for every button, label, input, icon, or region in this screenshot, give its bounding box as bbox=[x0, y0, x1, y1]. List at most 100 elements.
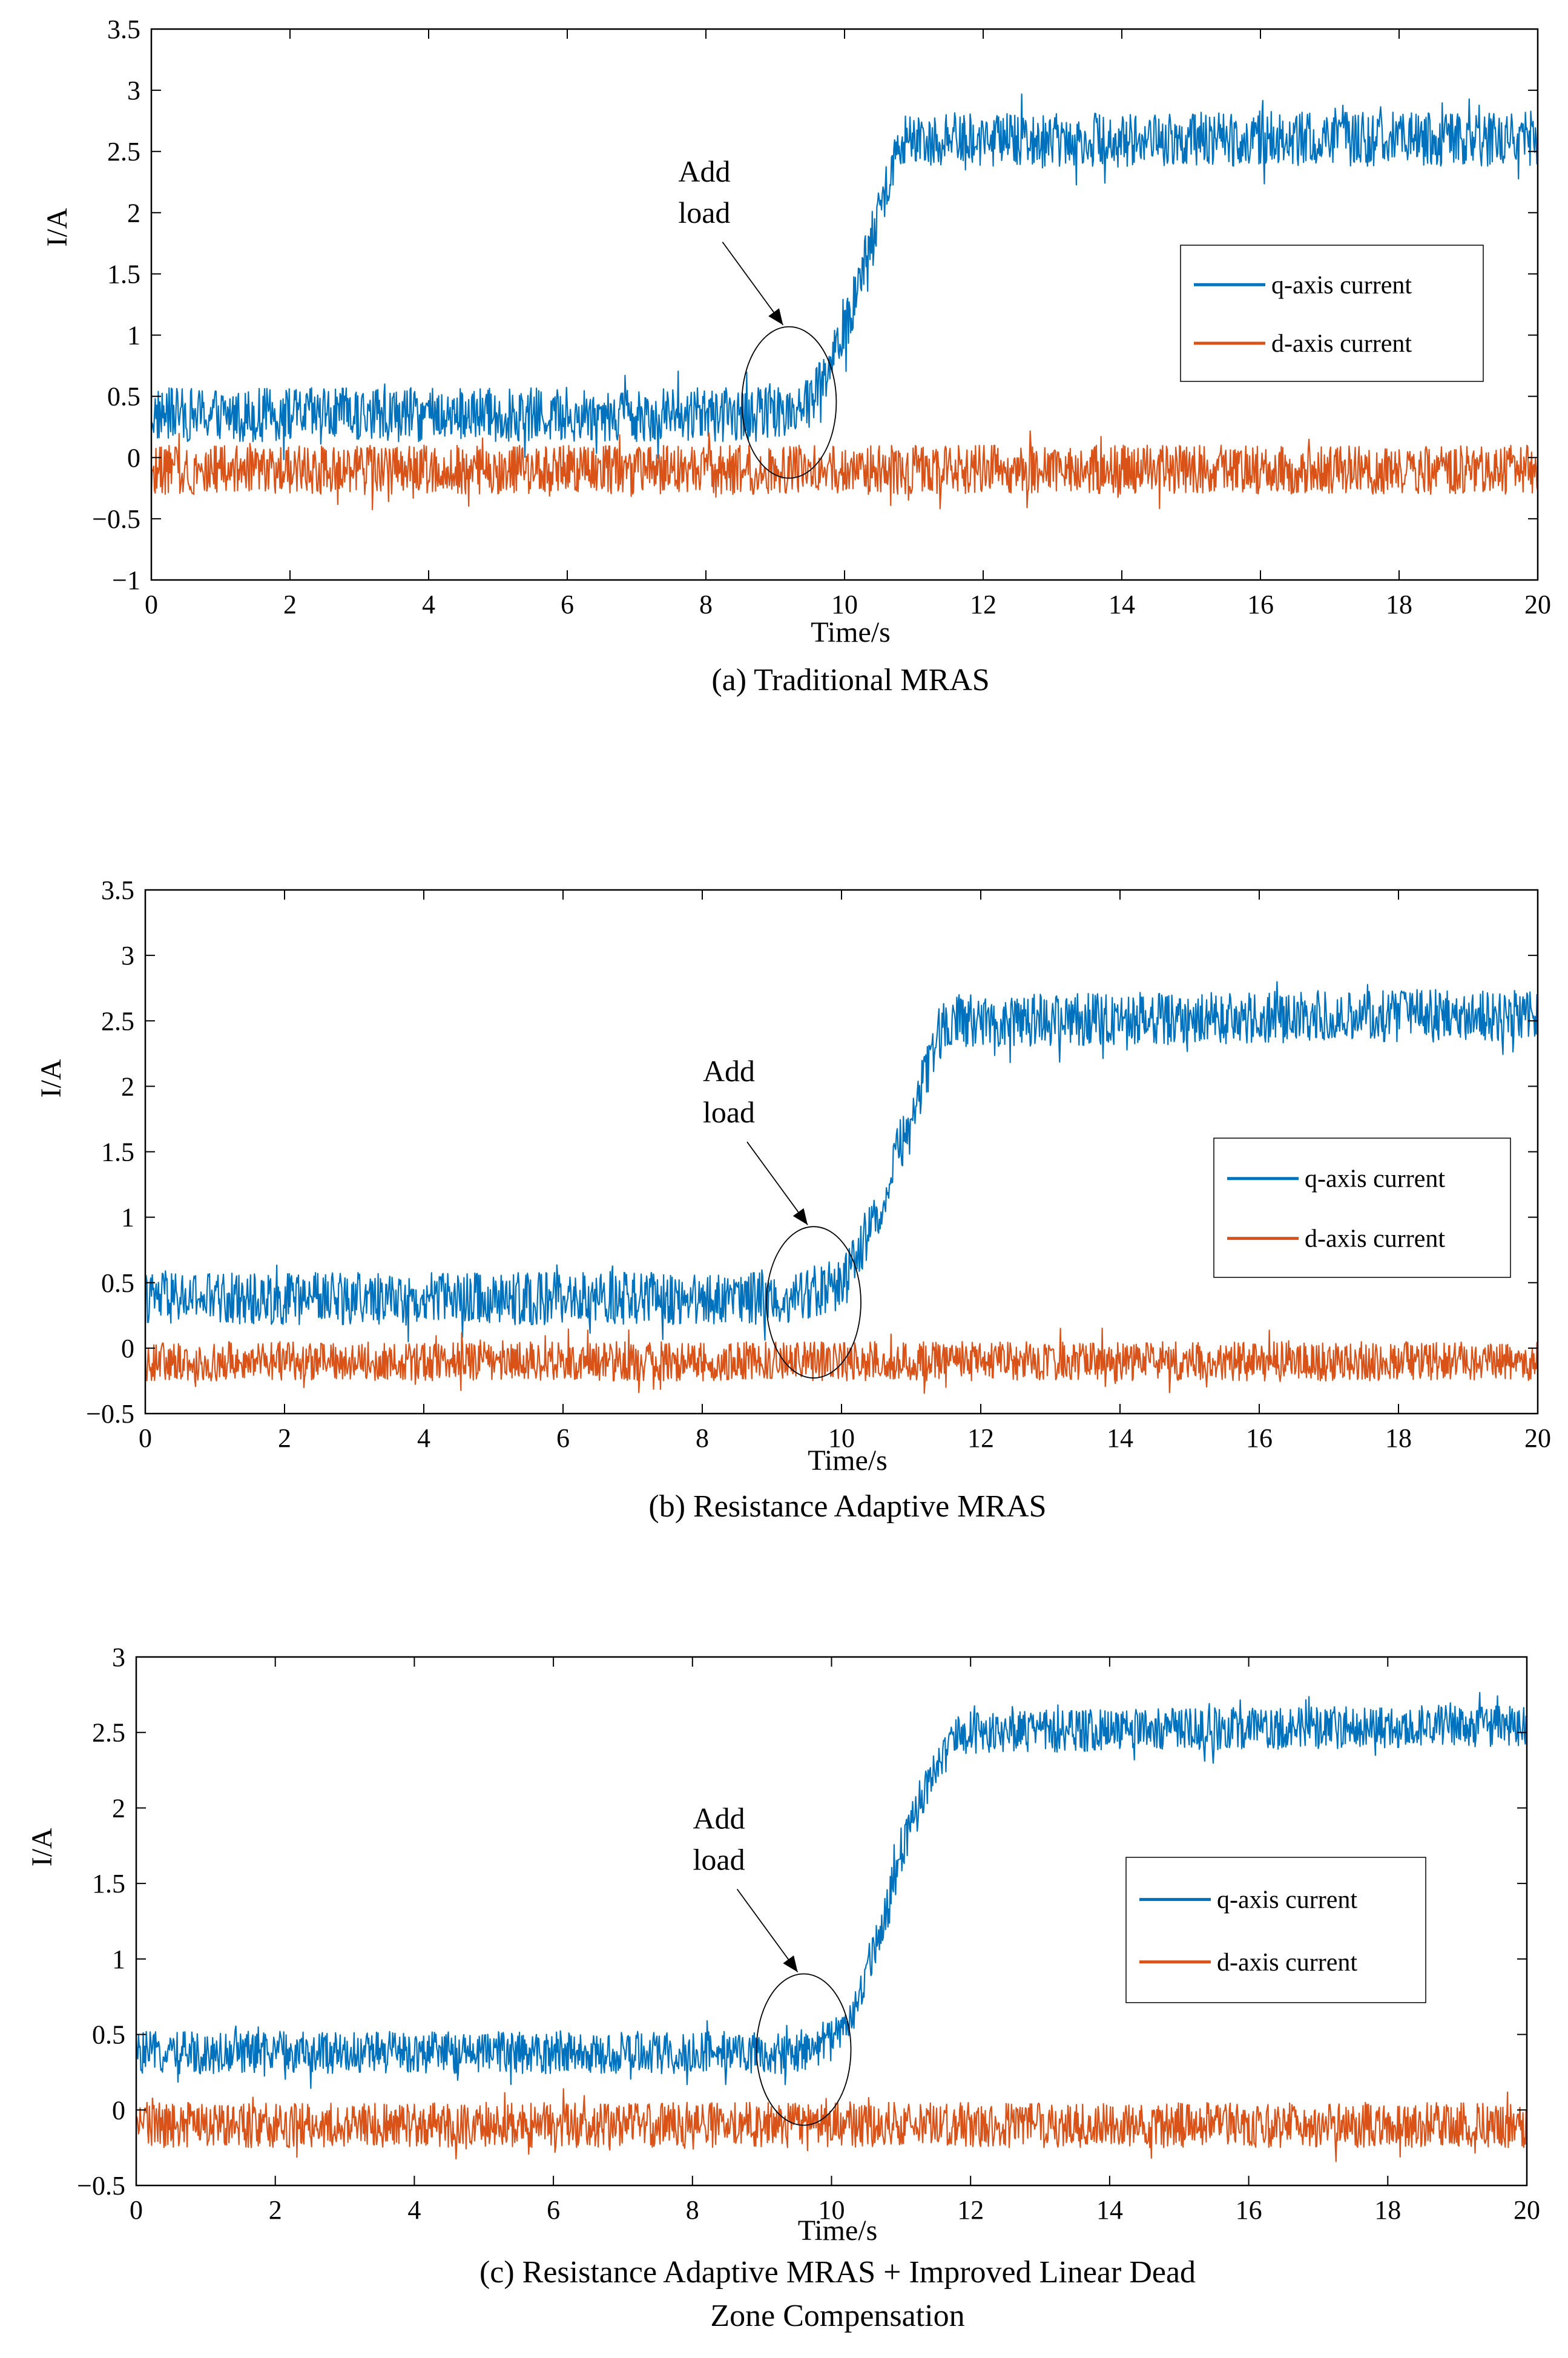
annotation-arrowhead-b bbox=[792, 1208, 808, 1225]
xlabel-b: Time/s bbox=[808, 1444, 888, 1477]
series-q-axis-line-c bbox=[136, 1691, 1527, 2089]
y-tick-label: 3.5 bbox=[101, 875, 134, 905]
legend-q-axis-b: q-axis current bbox=[1305, 1165, 1445, 1193]
x-tick-label: 16 bbox=[1246, 1423, 1273, 1453]
annotation-arrow-b bbox=[746, 1141, 808, 1225]
y-tick-label: 2.5 bbox=[101, 1006, 134, 1036]
x-tick-label: 16 bbox=[1236, 2195, 1262, 2225]
axes-box-c bbox=[135, 1656, 1528, 2187]
x-tick-label: 2 bbox=[283, 590, 297, 619]
y-tick-label: 1 bbox=[121, 1203, 134, 1233]
legend-c: q-axis current d-axis current bbox=[1125, 1857, 1426, 2003]
y-tick-label: 3 bbox=[121, 941, 134, 970]
x-tick-label: 18 bbox=[1385, 1423, 1412, 1453]
y-tick-label: 3 bbox=[112, 1642, 125, 1672]
legend-a: q-axis current d-axis current bbox=[1180, 245, 1484, 382]
x-tick-label: 10 bbox=[828, 1423, 855, 1453]
y-tick-label: 3 bbox=[127, 76, 140, 105]
x-tick-label: 0 bbox=[139, 1423, 152, 1453]
ylabel-b: I/A bbox=[35, 1059, 67, 1098]
y-tick-label: −1 bbox=[112, 565, 140, 595]
x-tick-label: 2 bbox=[278, 1423, 291, 1453]
y-tick-label: 2 bbox=[127, 198, 140, 228]
x-tick-label: 8 bbox=[686, 2195, 699, 2225]
xlabel-c: Time/s bbox=[798, 2215, 878, 2247]
annotation-ellipse-a bbox=[741, 326, 837, 479]
x-tick-label: 6 bbox=[556, 1423, 570, 1453]
annotation-b: Add load bbox=[703, 1054, 861, 1379]
caption-a: (a) Traditional MRAS bbox=[711, 663, 989, 697]
x-tick-label: 6 bbox=[561, 590, 574, 619]
x-tick-label: 10 bbox=[831, 590, 858, 619]
annotation-arrow-a bbox=[722, 242, 784, 326]
y-tick-label: 0 bbox=[127, 443, 140, 473]
annotation-a: Add load bbox=[678, 154, 837, 479]
annotation-ellipse-c bbox=[756, 1973, 852, 2126]
x-tick-label: 8 bbox=[699, 590, 713, 619]
y-tick-label: −0.5 bbox=[92, 504, 140, 534]
x-tick-label: 6 bbox=[547, 2195, 560, 2225]
series-q-axis-line-a bbox=[151, 93, 1538, 461]
annotation-text-b-1: Add bbox=[703, 1054, 755, 1088]
x-tick-label: 14 bbox=[1096, 2195, 1123, 2225]
panel-b: 0 2 4 6 8 10 12 14 16 18 20−0.500.511.522.533.5 I/… bbox=[35, 875, 1551, 1524]
x-tick-label: 0 bbox=[145, 590, 158, 619]
axes-box-a bbox=[150, 28, 1539, 581]
y-tick-label: 2.5 bbox=[92, 1718, 125, 1748]
annotation-text-c-2: load bbox=[693, 1843, 745, 1877]
xlabel-a: Time/s bbox=[811, 616, 891, 648]
legend-d-axis-c: d-axis current bbox=[1217, 1949, 1357, 1977]
annotation-ellipse-b bbox=[766, 1226, 861, 1379]
legend-b: q-axis current d-axis current bbox=[1213, 1138, 1511, 1278]
legend-d-axis-a: d-axis current bbox=[1271, 330, 1412, 358]
x-tick-label: 4 bbox=[422, 590, 435, 619]
annotation-arrowhead-a bbox=[768, 308, 783, 325]
x-tick-label: 0 bbox=[130, 2195, 143, 2225]
y-tick-label: 0.5 bbox=[92, 2020, 125, 2050]
x-tick-label: 4 bbox=[417, 1423, 430, 1453]
annotation-arrowhead-c bbox=[783, 1955, 798, 1972]
x-tick-label: 20 bbox=[1524, 1423, 1551, 1453]
legend-q-axis-a: q-axis current bbox=[1271, 271, 1412, 299]
y-tick-label: 1.5 bbox=[107, 259, 140, 289]
x-tick-label: 12 bbox=[967, 1423, 994, 1453]
y-tick-label: 2 bbox=[121, 1072, 134, 1101]
annotation-text-a-1: Add bbox=[678, 154, 730, 188]
caption-c-line2: Zone Compensation bbox=[710, 2299, 964, 2333]
panel-c: 0 2 4 6 8 10 12 14 16 18 20−0.500.511.522.53 I/A T… bbox=[26, 1642, 1540, 2333]
y-tick-label: 1 bbox=[127, 321, 140, 351]
series-d-axis-line-b bbox=[145, 1328, 1538, 1394]
series-d-axis-line-c bbox=[136, 2088, 1527, 2162]
y-tick-label: −0.5 bbox=[86, 1399, 134, 1429]
annotation-arrow-c bbox=[736, 1888, 799, 1973]
ylabel-c: I/A bbox=[26, 1828, 58, 1866]
annotation-text-a-2: load bbox=[678, 196, 730, 229]
caption-b: (b) Resistance Adaptive MRAS bbox=[648, 1489, 1046, 1524]
y-tick-label: 2.5 bbox=[107, 137, 140, 166]
x-tick-label: 12 bbox=[957, 2195, 984, 2225]
panel-a: 0 2 4 6 8 10 12 14 16 18 20−1−0.500.511.522.533.5 … bbox=[41, 15, 1551, 697]
y-tick-label: 2 bbox=[112, 1793, 125, 1823]
x-tick-label: 4 bbox=[407, 2195, 421, 2225]
annotation-text-c-1: Add bbox=[693, 1802, 745, 1836]
y-tick-label: −0.5 bbox=[77, 2171, 125, 2201]
x-tick-label: 20 bbox=[1524, 590, 1551, 619]
axes-box-b bbox=[144, 889, 1539, 1415]
ylabel-a: I/A bbox=[41, 208, 73, 246]
x-tick-label: 14 bbox=[1108, 590, 1135, 619]
x-tick-label: 18 bbox=[1374, 2195, 1401, 2225]
caption-c: (c) Resistance Adaptive MRAS + Improved … bbox=[479, 2255, 1196, 2290]
annotation-text-b-2: load bbox=[703, 1095, 755, 1129]
annotation-c: Add load bbox=[693, 1802, 852, 2126]
legend-d-axis-b: d-axis current bbox=[1305, 1225, 1445, 1253]
y-tick-label: 1.5 bbox=[92, 1869, 125, 1899]
x-tick-label: 14 bbox=[1107, 1423, 1133, 1453]
x-tick-label: 12 bbox=[970, 590, 996, 619]
x-tick-label: 2 bbox=[269, 2195, 282, 2225]
y-tick-label: 0.5 bbox=[107, 382, 140, 412]
x-tick-label: 16 bbox=[1247, 590, 1274, 619]
y-tick-label: 3.5 bbox=[107, 15, 140, 44]
y-tick-label: 0 bbox=[112, 2095, 125, 2125]
series-q-axis-line-b bbox=[145, 981, 1538, 1343]
